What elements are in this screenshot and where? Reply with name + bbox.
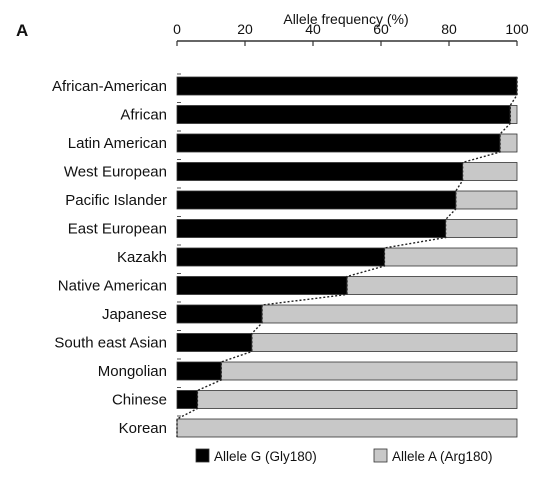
bar-segment-allele-g [176,333,253,352]
legend-label-allele-a: Allele A (Arg180) [392,449,493,464]
x-tick-label: 80 [441,21,457,37]
bar-segment-allele-a [509,105,518,124]
category-label: South east Asian [54,335,167,352]
x-tick-label: 40 [305,21,321,37]
category-label: Pacific Islander [65,192,167,209]
category-label: Japanese [102,306,167,323]
category-label: Kazakh [117,249,167,266]
x-tick-label: 60 [373,21,389,37]
boundary-dotted-line [176,77,518,437]
category-label: West European [64,164,167,181]
category-label: Chinese [112,392,167,409]
legend-label-allele-g: Allele G (Gly180) [214,449,317,464]
bar-segment-allele-g [176,219,447,238]
bar-segment-allele-a [383,247,518,267]
bar-segment-allele-a [251,333,518,352]
x-axis: 0 20 40 60 80 100 [173,21,529,46]
bar-segment-allele-a [261,304,518,324]
bar-segment-allele-g [176,247,385,267]
x-tick-label: 0 [173,21,181,37]
bar-segment-allele-a [462,162,518,181]
category-label: Mongolian [98,363,167,380]
category-label: East European [68,221,167,238]
category-label: Korean [119,420,167,437]
bar-segment-allele-a [499,133,518,153]
category-label: African-American [52,78,167,95]
legend: Allele G (Gly180) Allele A (Arg180) [195,448,493,464]
bar-segment-allele-g [176,361,222,381]
bar-segment-allele-g [176,276,348,295]
x-axis-title: Allele frequency (%) [283,11,408,27]
category-labels: African-American African Latin American Wes… [52,78,167,437]
bar-segment-allele-a [346,276,518,295]
legend-swatch-allele-g [195,448,210,463]
bar-segment-allele-a [176,418,518,438]
bar-segment-allele-g [176,162,464,181]
bar-segment-allele-g [176,133,501,153]
bar-segment-allele-g [176,190,457,210]
category-label: African [120,107,167,124]
bar-segment-allele-g [176,76,518,96]
x-tick-label: 20 [237,21,253,37]
bar-segment-allele-a [220,361,518,381]
bar-segment-allele-a [455,190,518,210]
bar-segment-allele-g [176,105,511,124]
x-tick-label: 100 [505,21,529,37]
category-label: Latin American [68,135,167,152]
boundary-connector [176,77,518,437]
bar-segment-allele-g [176,304,263,324]
legend-swatch-allele-a [373,448,388,463]
bar-segment-allele-a [445,219,518,238]
bar-segment-allele-a [196,390,518,409]
category-label: Native American [58,278,167,295]
bar-segment-allele-g [176,390,198,409]
bars-group [176,73,518,438]
panel-label: A [16,21,28,40]
